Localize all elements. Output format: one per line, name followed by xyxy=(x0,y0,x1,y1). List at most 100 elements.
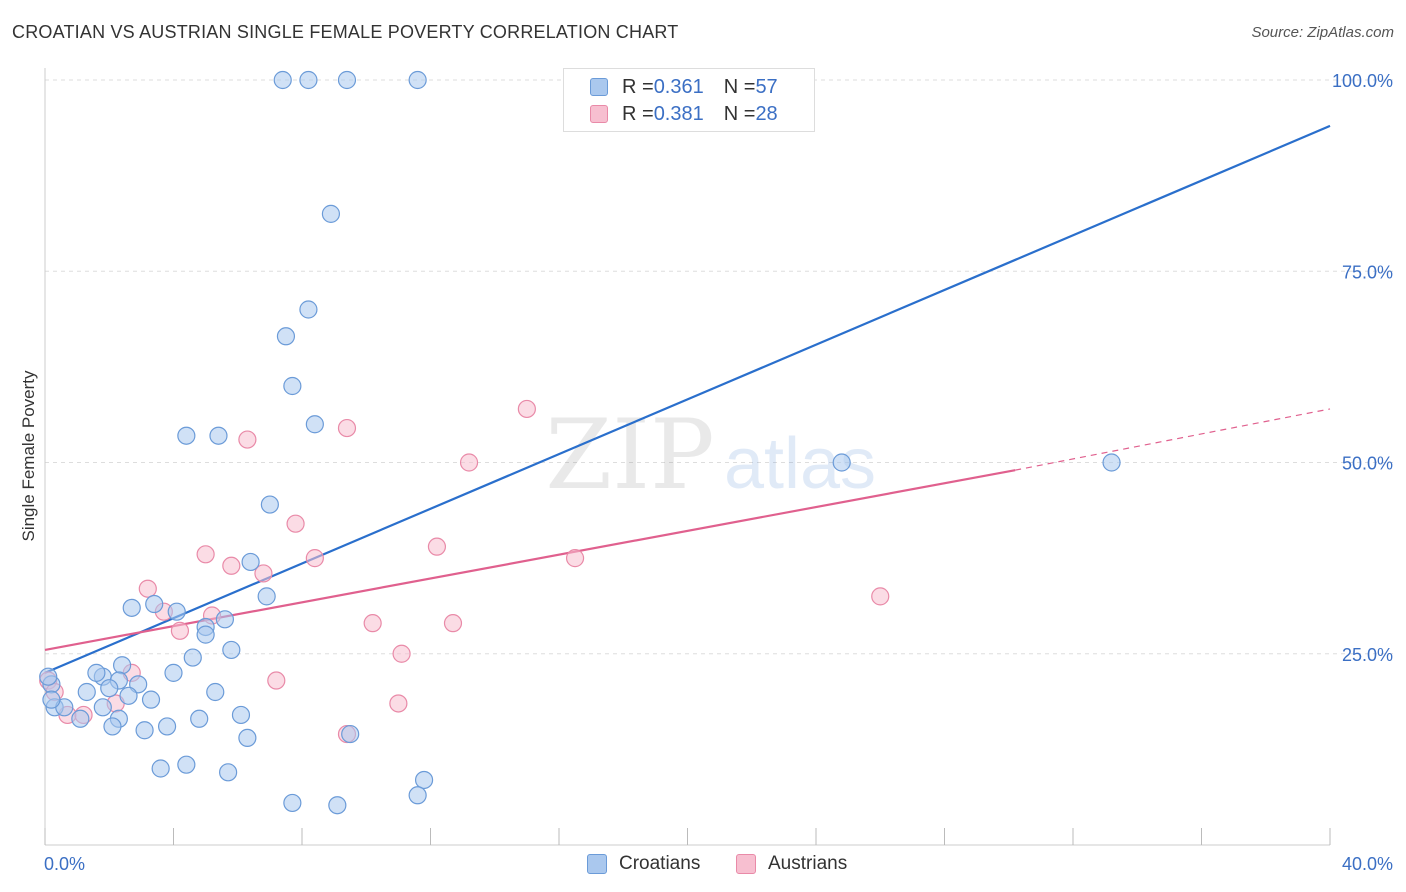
bottom-swatch-austrians xyxy=(736,854,756,874)
croatian-point xyxy=(190,709,209,728)
croatian-point xyxy=(408,786,427,805)
austrian-point xyxy=(443,614,463,633)
bottom-legend-austrians: Austrians xyxy=(736,852,847,876)
croatian-point xyxy=(167,602,186,621)
y-tick-label: 50.0% xyxy=(1342,454,1393,474)
croatian-point xyxy=(77,682,96,702)
croatian-point xyxy=(257,587,276,606)
croatian-point xyxy=(39,667,58,686)
croatian-point xyxy=(71,709,90,728)
croatian-point xyxy=(299,300,318,319)
croatian-point xyxy=(177,755,196,774)
chart-source: Source: ZipAtlas.com xyxy=(1251,24,1394,41)
austrian-point xyxy=(138,579,157,598)
legend-n-label: N = xyxy=(723,102,756,125)
croatian-point xyxy=(283,376,302,396)
croatian-point xyxy=(145,594,164,614)
austrian-point xyxy=(392,644,411,663)
croatian-point xyxy=(42,690,61,709)
x-tick-label: 40.0% xyxy=(1342,854,1393,874)
croatian-point xyxy=(141,690,161,709)
austrian-point xyxy=(565,549,585,568)
croatian-point xyxy=(328,796,347,815)
chart-title: CROATIAN VS AUSTRIAN SINGLE FEMALE POVER… xyxy=(12,22,679,42)
legend-row-austrians: R = 0.381 N = 28 xyxy=(590,101,778,127)
croatian-point xyxy=(112,656,132,675)
croatian-point xyxy=(238,728,257,748)
trend-lines xyxy=(44,124,1331,674)
croatian-point xyxy=(408,70,427,90)
croatian-point xyxy=(151,759,170,778)
croatian-point xyxy=(241,552,260,572)
legend-row-croatians: R = 0.361 N = 57 xyxy=(590,74,778,100)
watermark-atlas: atlas xyxy=(724,424,876,504)
croatian-point xyxy=(832,453,851,472)
bottom-label-austrians: Austrians xyxy=(768,853,848,874)
croatian-point xyxy=(177,426,196,445)
y-tick-label: 75.0% xyxy=(1342,262,1393,282)
trend-line-austrians xyxy=(44,469,1016,652)
croatian-point xyxy=(183,648,202,667)
x-tick-label: 0.0% xyxy=(44,854,85,874)
austrian-point xyxy=(517,399,536,419)
croatian-point xyxy=(1102,453,1121,472)
austrian-point xyxy=(222,556,241,575)
austrian-point xyxy=(238,430,257,449)
austrian-point xyxy=(389,694,408,713)
croatian-point xyxy=(414,770,434,790)
axes xyxy=(44,68,1331,846)
austrian-point xyxy=(254,564,273,583)
croatian-point xyxy=(209,426,228,445)
bottom-swatch-croatians xyxy=(587,854,607,874)
croatian-point xyxy=(157,717,177,736)
austrian-point xyxy=(267,671,286,690)
croatian-point xyxy=(93,698,112,717)
watermark-zip: ZIP xyxy=(545,399,714,511)
legend-swatch-croatians xyxy=(590,78,608,96)
trend-line-austrians-extension xyxy=(1015,408,1331,471)
watermark: ZIP atlas xyxy=(545,399,876,511)
y-tick-label: 25.0% xyxy=(1342,645,1393,665)
croatian-point xyxy=(231,705,251,725)
legend-r-label: R = xyxy=(622,75,654,98)
croatian-point xyxy=(135,721,154,740)
austrian-point xyxy=(286,514,305,533)
croatian-point xyxy=(222,640,241,660)
austrian-point xyxy=(459,453,479,472)
croatian-point xyxy=(206,682,225,702)
croatian-point xyxy=(299,70,318,90)
bottom-legend-croatians: Croatians xyxy=(587,852,700,876)
y-axis-label: Single Female Poverty xyxy=(19,370,38,542)
austrian-point xyxy=(871,587,890,606)
austrian-point xyxy=(170,621,190,640)
croatian-point xyxy=(196,625,215,644)
austrian-point xyxy=(196,545,215,564)
croatian-point xyxy=(119,686,138,705)
legend-n-value: 57 xyxy=(755,75,778,98)
austrian-point xyxy=(305,549,324,568)
trend-line-croatians xyxy=(44,124,1331,674)
legend-n-value: 28 xyxy=(755,102,778,125)
croatian-point xyxy=(305,415,324,434)
legend-r-label: R = xyxy=(622,102,654,125)
croatian-point xyxy=(341,724,360,744)
croatian-point xyxy=(260,495,279,514)
croatian-point xyxy=(219,763,238,782)
y-tick-label: 100.0% xyxy=(1332,71,1393,91)
data-points xyxy=(39,70,1121,815)
croatian-point xyxy=(215,610,234,629)
legend-r-value: 0.381 xyxy=(653,102,704,125)
austrian-point xyxy=(363,614,382,633)
legend-r-value: 0.361 xyxy=(653,75,704,98)
croatian-point xyxy=(283,793,302,813)
croatian-point xyxy=(103,717,122,736)
bottom-label-croatians: Croatians xyxy=(619,853,701,874)
tick-labels: 25.0% 50.0% 75.0% 100.0% 0.0% 40.0% xyxy=(44,71,1393,874)
legend: R = 0.361 N = 57 R = 0.381 N = 28 xyxy=(563,68,815,132)
croatian-point xyxy=(273,70,292,90)
croatian-point xyxy=(276,327,296,346)
croatian-point xyxy=(337,70,357,90)
croatian-point xyxy=(100,679,119,698)
croatian-point xyxy=(122,598,141,617)
